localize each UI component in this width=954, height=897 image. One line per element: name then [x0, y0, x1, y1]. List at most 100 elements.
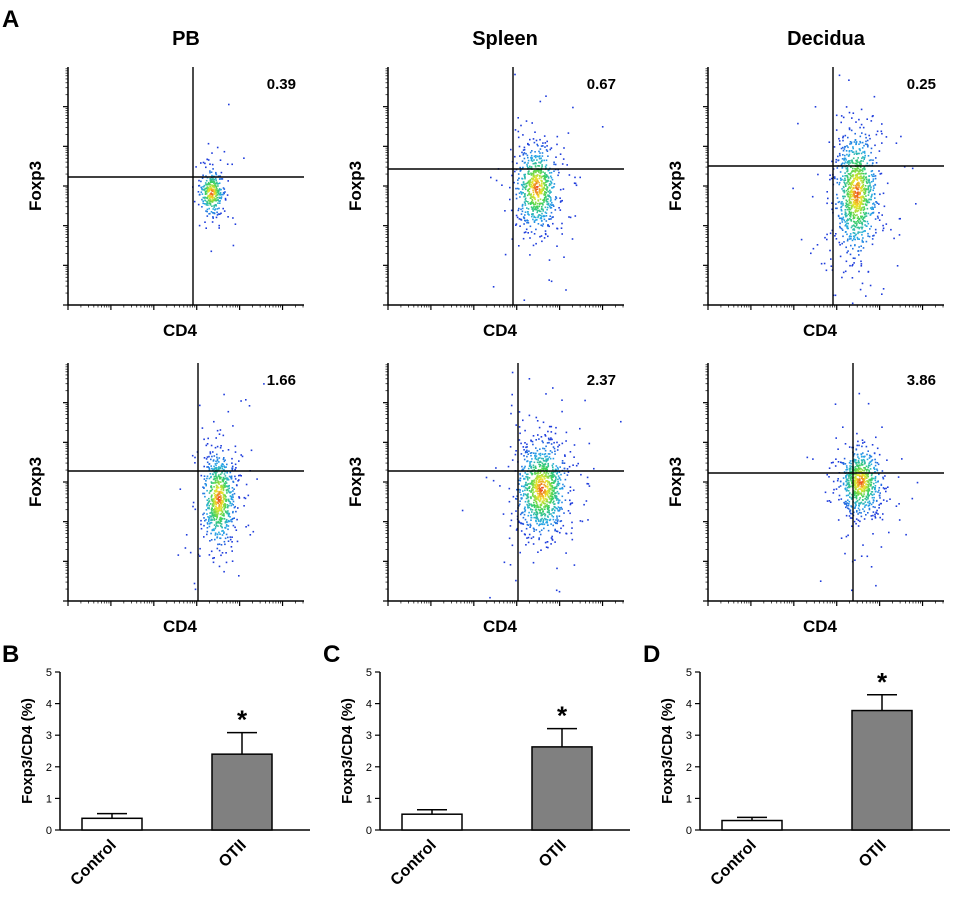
flow-event-dot: [522, 216, 525, 218]
flow-event-dot: [207, 502, 209, 504]
flow-event-dot: [898, 218, 901, 220]
flow-event-dot: [541, 180, 543, 183]
flow-event-dot: [546, 466, 549, 468]
flow-event-dot: [213, 204, 215, 207]
flow-event-dot: [540, 202, 543, 205]
flow-event-dot: [543, 237, 546, 239]
flow-event-dot: [211, 174, 213, 177]
flow-event-dot: [215, 484, 218, 487]
flow-event-dot: [223, 465, 225, 467]
flow-event-dot: [831, 208, 833, 211]
flow-event-dot: [537, 508, 540, 511]
flow-event-dot: [581, 520, 584, 523]
flow-event-dot: [211, 193, 214, 195]
flow-event-dot: [211, 455, 213, 458]
flow-event-dot: [573, 182, 576, 184]
flow-event-dot: [218, 565, 221, 568]
flow-event-dot: [216, 456, 218, 459]
flow-event-dot: [852, 157, 855, 160]
flow-event-dot: [868, 500, 871, 503]
flow-event-dot: [896, 265, 899, 267]
flow-event-dot: [861, 172, 863, 175]
flow-plots: 0.39CD4Foxp30.67CD4Foxp30.25CD4Foxp31.66…: [26, 67, 944, 636]
flow-event-dot: [843, 179, 845, 182]
flow-event-dot: [865, 198, 868, 201]
flow-event-dot: [866, 118, 868, 120]
flow-event-dot: [206, 513, 208, 515]
flow-event-dot: [524, 472, 526, 474]
flow-event-dot: [853, 467, 855, 469]
flow-event-dot: [587, 519, 589, 521]
flow-event-dot: [215, 486, 218, 489]
flow-event-dot: [840, 202, 842, 205]
flow-event-dot: [549, 457, 552, 460]
flow-event-dot: [206, 475, 209, 478]
flow-event-dot: [219, 477, 222, 480]
flow-event-dot: [528, 183, 531, 186]
flow-event-dot: [548, 195, 550, 198]
flow-event-dot: [221, 530, 223, 532]
flow-event-dot: [220, 196, 223, 198]
flow-event-dot: [529, 225, 532, 228]
flow-event-dot: [532, 435, 535, 437]
flow-event-dot: [215, 186, 218, 189]
flow-event-dot: [523, 148, 526, 151]
flow-event-dot: [510, 512, 513, 515]
flow-event-dot: [875, 231, 877, 234]
flow-event-dot: [215, 501, 217, 504]
flow-event-dot: [550, 175, 552, 178]
flow-event-dot: [214, 185, 217, 187]
flow-event-dot: [851, 151, 854, 153]
flow-event-dot: [849, 214, 851, 217]
flow-event-dot: [844, 270, 847, 273]
flow-event-dot: [845, 514, 848, 517]
flow-event-dot: [514, 155, 516, 158]
flow-event-dot: [208, 455, 210, 458]
flow-event-dot: [875, 201, 877, 203]
flow-event-dot: [522, 485, 525, 488]
flow-event-dot: [538, 426, 541, 429]
flow-event-dot: [536, 517, 538, 520]
flow-y-label: Foxp3: [666, 161, 685, 211]
flow-event-dot: [549, 474, 552, 477]
flow-event-dot: [533, 491, 535, 493]
flow-event-dot: [857, 193, 860, 196]
flow-event-dot: [859, 149, 861, 152]
flow-event-dot: [837, 519, 840, 521]
flow-event-dot: [520, 213, 523, 215]
flow-event-dot: [542, 145, 544, 147]
flow-event-dot: [536, 178, 539, 180]
flow-event-dot: [536, 420, 539, 422]
flow-event-dot: [911, 497, 914, 500]
flow-event-dot: [563, 147, 565, 149]
flow-event-dot: [224, 466, 226, 469]
flow-event-dot: [531, 509, 534, 511]
flow-event-dot: [853, 202, 856, 205]
flow-event-dot: [549, 488, 552, 490]
flow-event-dot: [220, 501, 222, 504]
flow-event-dot: [846, 193, 848, 196]
flow-event-dot: [522, 468, 525, 471]
flow-event-dot: [859, 481, 861, 483]
flow-event-dot: [567, 510, 570, 512]
flow-event-dot: [534, 175, 536, 177]
flow-event-dot: [201, 198, 203, 201]
flow-event-dot: [845, 167, 848, 170]
flow-event-dot: [549, 450, 552, 452]
flow-event-dot: [854, 238, 856, 241]
flow-event-dot: [860, 260, 862, 263]
flow-event-dot: [854, 132, 856, 135]
flow-event-dot: [218, 466, 220, 468]
flow-event-dot: [538, 500, 541, 503]
flow-event-dot: [215, 199, 217, 202]
flow-event-dot: [857, 191, 860, 193]
flow-event-dot: [856, 217, 859, 220]
flow-event-dot: [524, 500, 527, 503]
flow-event-dot: [228, 504, 230, 507]
flow-event-dot: [528, 465, 531, 467]
flow-event-dot: [532, 177, 534, 179]
flow-event-dot: [874, 476, 877, 478]
flow-event-dot: [521, 475, 524, 477]
flow-event-dot: [534, 203, 537, 206]
flow-event-dot: [851, 277, 854, 279]
